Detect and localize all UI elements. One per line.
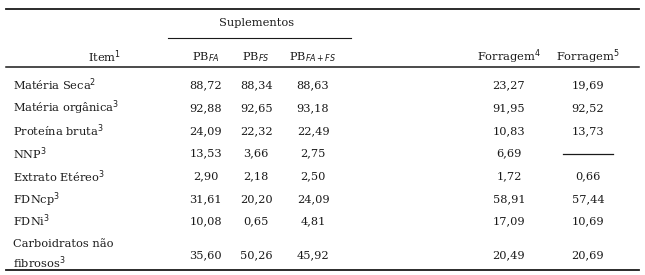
Text: Forragem$^4$: Forragem$^4$ xyxy=(477,47,541,66)
Text: Forragem$^5$: Forragem$^5$ xyxy=(556,47,620,66)
Text: 20,49: 20,49 xyxy=(493,250,525,260)
Text: 0,65: 0,65 xyxy=(243,216,269,226)
Text: 57,44: 57,44 xyxy=(571,194,604,205)
Text: 20,69: 20,69 xyxy=(571,250,604,260)
Text: 23,27: 23,27 xyxy=(493,80,525,90)
Text: 35,60: 35,60 xyxy=(189,250,222,260)
Text: Extrato Etéreo$^3$: Extrato Etéreo$^3$ xyxy=(13,168,104,185)
Text: 58,91: 58,91 xyxy=(493,194,525,205)
Text: 1,72: 1,72 xyxy=(496,172,522,182)
Text: 19,69: 19,69 xyxy=(571,80,604,90)
Text: Item$^1$: Item$^1$ xyxy=(88,48,121,65)
Text: 93,18: 93,18 xyxy=(297,103,330,113)
Text: 50,26: 50,26 xyxy=(240,250,272,260)
Text: 45,92: 45,92 xyxy=(297,250,330,260)
Text: Matéria Seca$^2$: Matéria Seca$^2$ xyxy=(13,77,96,93)
Text: FDNi$^3$: FDNi$^3$ xyxy=(13,213,50,229)
Text: NNP$^3$: NNP$^3$ xyxy=(13,145,47,162)
Text: 10,69: 10,69 xyxy=(571,216,604,226)
Text: PB$_{FS}$: PB$_{FS}$ xyxy=(243,50,270,64)
Text: 20,20: 20,20 xyxy=(240,194,272,205)
Text: PB$_{FA+FS}$: PB$_{FA+FS}$ xyxy=(290,50,337,64)
Text: 88,34: 88,34 xyxy=(240,80,272,90)
Text: 10,83: 10,83 xyxy=(493,126,525,136)
Text: Proteína bruta$^3$: Proteína bruta$^3$ xyxy=(13,122,103,139)
Text: 13,53: 13,53 xyxy=(189,149,222,159)
Text: 92,52: 92,52 xyxy=(571,103,604,113)
Text: 13,73: 13,73 xyxy=(571,126,604,136)
Text: 91,95: 91,95 xyxy=(493,103,525,113)
Text: 88,72: 88,72 xyxy=(189,80,222,90)
Text: 31,61: 31,61 xyxy=(189,194,222,205)
Text: 22,49: 22,49 xyxy=(297,126,330,136)
Text: 92,65: 92,65 xyxy=(240,103,272,113)
Text: 3,66: 3,66 xyxy=(243,149,269,159)
Text: 92,88: 92,88 xyxy=(189,103,222,113)
Text: fibrosos$^3$: fibrosos$^3$ xyxy=(13,254,65,271)
Text: 2,18: 2,18 xyxy=(243,172,269,182)
Text: 24,09: 24,09 xyxy=(297,194,330,205)
Text: Carboidratos não: Carboidratos não xyxy=(13,240,114,249)
Text: Suplementos: Suplementos xyxy=(219,18,293,28)
Text: Matéria orgânica$^3$: Matéria orgânica$^3$ xyxy=(13,98,119,117)
Text: 6,69: 6,69 xyxy=(496,149,522,159)
Text: 2,90: 2,90 xyxy=(193,172,218,182)
Text: 24,09: 24,09 xyxy=(189,126,222,136)
Text: 0,66: 0,66 xyxy=(575,172,600,182)
Text: 4,81: 4,81 xyxy=(301,216,326,226)
Text: 10,08: 10,08 xyxy=(189,216,222,226)
Text: 88,63: 88,63 xyxy=(297,80,330,90)
Text: PB$_{FA}$: PB$_{FA}$ xyxy=(192,50,219,64)
Text: 17,09: 17,09 xyxy=(493,216,525,226)
Text: FDNcp$^3$: FDNcp$^3$ xyxy=(13,190,60,209)
Text: 2,75: 2,75 xyxy=(301,149,326,159)
Text: 2,50: 2,50 xyxy=(301,172,326,182)
Text: 22,32: 22,32 xyxy=(240,126,272,136)
